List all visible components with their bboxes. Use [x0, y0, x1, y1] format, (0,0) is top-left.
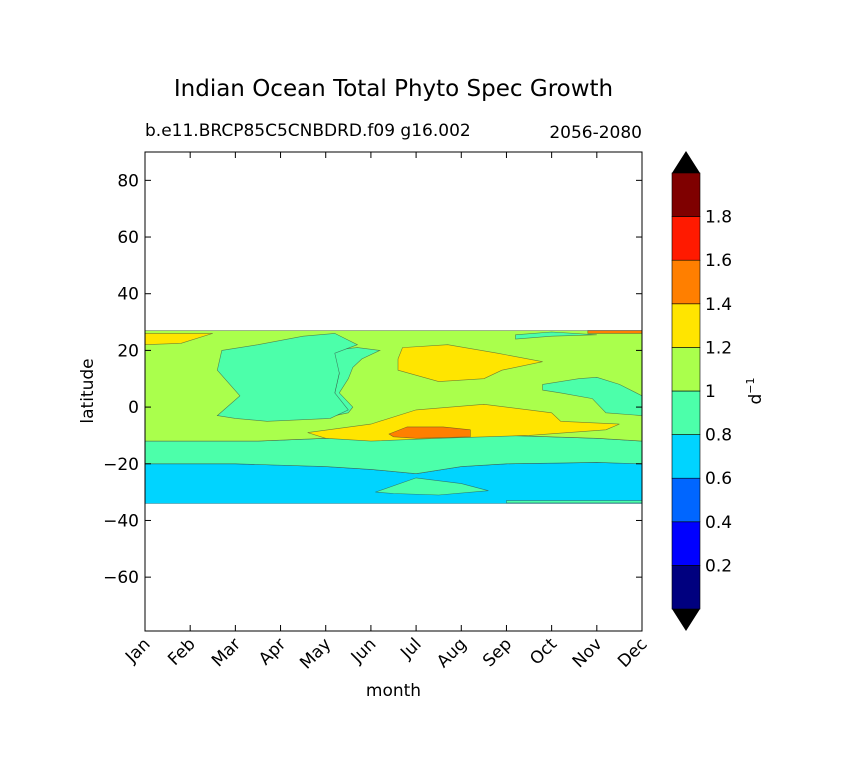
x-tick-label: Jun — [347, 634, 381, 668]
chart-title: Indian Ocean Total Phyto Spec Growth — [173, 76, 614, 102]
contour-region-band-0.8-1.0-ne-sliver — [515, 331, 597, 340]
y-tick-label: −40 — [103, 511, 139, 531]
plot-frame — [144, 151, 643, 632]
x-axis-label: month — [365, 681, 422, 701]
contour-region-band-0.8-1.0-july-lobe — [375, 477, 489, 496]
colorbar-label-base: d — [745, 393, 766, 405]
chart-subtitle-years: 2056-2080 — [549, 123, 642, 143]
x-tick-label: Sep — [479, 634, 516, 671]
colorbar-extend-under — [672, 609, 700, 631]
colorbar-segment — [671, 434, 701, 479]
colorbar-tick-label: 0.6 — [705, 469, 732, 489]
contour-region-band-1.4-1.6-core — [388, 426, 471, 439]
colorbar-extend-over — [672, 151, 700, 173]
y-tick-label: 0 — [128, 398, 139, 418]
colorbar-segment — [671, 521, 701, 566]
colorbar-segment — [671, 172, 701, 217]
y-tick-label: 60 — [117, 228, 139, 248]
colorbar-label-exponent: −1 — [744, 377, 758, 394]
contour-field — [145, 330, 642, 504]
contour-region-band-0.8-1.0-east — [542, 376, 642, 416]
y-tick-label: 40 — [117, 285, 139, 305]
y-axis-label: latitude — [78, 358, 98, 424]
colorbar-tick-label: 0.2 — [705, 556, 732, 576]
colorbar-segment — [671, 347, 701, 392]
contour-region-band-1.2-1.4-west-strip — [145, 333, 213, 346]
colorbar-tick-label: 0.8 — [705, 426, 732, 446]
contour-region-band-0.8-1.0-north-core — [216, 333, 359, 422]
colorbar-tick-label: 1.8 — [705, 208, 732, 228]
colorbar-label: d−1 — [744, 377, 766, 404]
colorbar-segment — [671, 565, 701, 610]
x-tick-label: Feb — [164, 634, 199, 669]
contour-region-band-1.4-1.6-ne-sliver — [587, 330, 642, 334]
x-tick-label: Nov — [569, 634, 607, 672]
x-tick-label: Aug — [433, 634, 471, 672]
colorbar-tick-label: 1.2 — [705, 338, 732, 358]
colorbar-segment — [671, 259, 701, 305]
colorbar-tick-label: 1 — [705, 382, 716, 402]
colorbar-tick-label: 0.4 — [705, 513, 732, 533]
chart-subtitle-case: b.e11.BRCP85C5CNBDRD.f09 g16.002 — [145, 121, 471, 141]
x-tick-label: Jan — [121, 634, 154, 667]
colorbar-tick-label: 1.6 — [705, 251, 732, 271]
colorbar-segment — [671, 477, 701, 523]
colorbar-segment — [671, 216, 701, 261]
y-tick-label: −60 — [103, 568, 139, 588]
contour-region-band-1.2-1.4-south — [307, 403, 620, 442]
x-tick-label: Mar — [208, 634, 245, 671]
x-tick-label: Jul — [396, 634, 425, 663]
colorbar-segment — [671, 303, 701, 348]
x-tick-label: May — [296, 634, 335, 673]
y-tick-label: 20 — [117, 341, 139, 361]
x-tick-label: Apr — [255, 634, 290, 669]
colorbar-segment — [671, 390, 701, 435]
x-tick-label: Dec — [614, 634, 651, 671]
colorbar: 0.2 0.4 0.6 0.8 1 1.2 1.4 1.6 1.8 — [671, 151, 732, 631]
x-tick-label: Oct — [526, 634, 561, 669]
colorbar-tick-label: 1.4 — [705, 295, 732, 315]
contour-region-band-0.8-1.0-sliver — [506, 500, 642, 504]
y-tick-label: 80 — [117, 171, 139, 191]
y-axis: 80 60 40 20 0 −20 −40 −60 — [103, 171, 642, 588]
contour-region-band-1.2-1.4-north — [397, 344, 543, 382]
y-tick-label: −20 — [103, 455, 139, 475]
